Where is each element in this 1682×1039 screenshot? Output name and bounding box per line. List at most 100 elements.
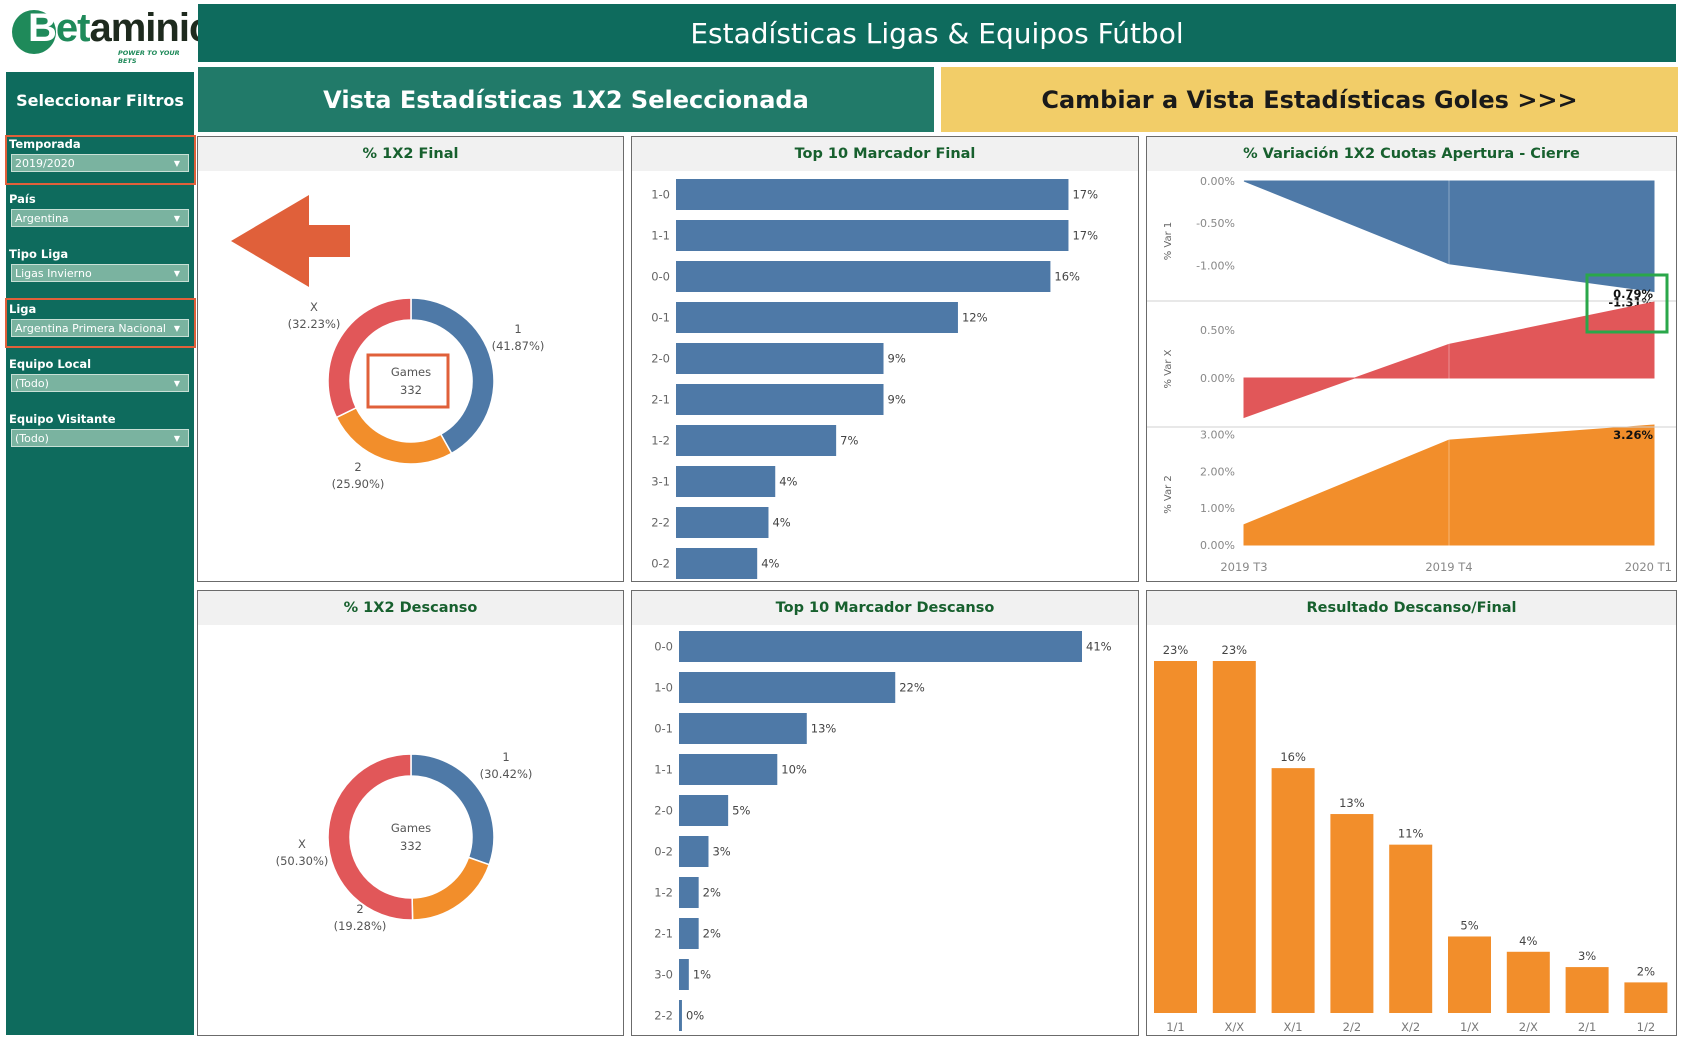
logo-wordmark: Betaminic: [28, 6, 211, 50]
bar-category-label: 1/1: [1166, 1020, 1185, 1034]
bar: [679, 959, 689, 990]
panel-top10-descanso: Top 10 Marcador Descanso 0-0 41% 1-0 22% 0-1…: [631, 590, 1139, 1036]
bar-value-label: 11%: [1398, 827, 1424, 841]
bar-value-label: 41%: [1086, 640, 1112, 654]
bar-value-label: 4%: [761, 557, 779, 571]
filter-equipo-local: Equipo Local (Todo) ▼: [6, 354, 194, 398]
bar-category-label: 1-0: [654, 681, 673, 695]
bar-category-label: 0-2: [651, 557, 670, 571]
y-axis-label: % Var 1: [1163, 222, 1174, 261]
bar: [676, 466, 776, 497]
chart-top10-descanso: 0-0 41% 1-0 22% 0-1 13% 1-1 10% 2-0 5% 0-2 3% 1-2 2% 2…: [654, 631, 1112, 1031]
bar: [676, 384, 884, 415]
bar-category-label: 2-1: [651, 393, 670, 407]
panel-title: % 1X2 Final: [198, 137, 623, 171]
panel-top10-final: Top 10 Marcador Final 1-0 17% 1-1 17% 0-0 16%…: [631, 136, 1139, 582]
bar: [1212, 661, 1256, 1013]
bar-category-label: 2-2: [651, 516, 670, 530]
bar-category-label: 1-1: [654, 763, 673, 777]
bar-value-label: 2%: [703, 927, 721, 941]
y-tick-label: -1.00%: [1196, 259, 1235, 272]
area-series: [1243, 301, 1655, 419]
bar-value-label: 17%: [1072, 229, 1098, 243]
bar-category-label: 3-1: [651, 475, 670, 489]
equipo-visitante-dropdown[interactable]: (Todo) ▼: [11, 429, 189, 447]
y-tick-label: 0.50%: [1200, 324, 1235, 337]
chevron-down-icon: ▼: [173, 159, 180, 168]
bar-value-label: 4%: [1519, 934, 1537, 948]
donut-slice: [411, 856, 491, 921]
bar-category-label: 1-1: [651, 229, 670, 243]
bar: [676, 425, 837, 456]
slice-label: 1: [502, 750, 509, 764]
donut-slice: [335, 406, 453, 465]
bar-value-label: 23%: [1222, 643, 1248, 657]
area-series: [1243, 424, 1655, 546]
bar-category-label: 1-0: [651, 188, 670, 202]
chart-top10-final: 1-0 17% 1-1 17% 0-0 16% 0-1 12% 2-0 9% 2-1 9% 1-2 7% 3…: [651, 179, 1098, 579]
switch-goles-view-button[interactable]: Cambiar a Vista Estadísticas Goles >>>: [941, 67, 1678, 132]
bar-value-label: 16%: [1054, 270, 1080, 284]
panel-1x2-descanso: % 1X2 Descanso 1 (30.42%) 2 (19.28%) X (50.30…: [197, 590, 624, 1036]
bar: [679, 754, 778, 785]
bar-category-label: 2-1: [654, 927, 673, 941]
bar: [679, 631, 1082, 662]
bar: [676, 220, 1069, 251]
liga-dropdown[interactable]: Argentina Primera Nacional ▼: [11, 319, 189, 337]
bar: [679, 877, 699, 908]
bar-category-label: 3-0: [654, 968, 673, 982]
bar-value-label: 3%: [712, 845, 730, 859]
chart-variacion: 0.00%-0.50%-1.00%% Var 1-1.31%0.50%0.00%…: [1147, 171, 1676, 574]
slice-value-label: (19.28%): [334, 919, 387, 933]
panel-title: % 1X2 Descanso: [198, 591, 623, 625]
panel-title: Top 10 Marcador Descanso: [632, 591, 1138, 625]
bar-value-label: 12%: [962, 311, 988, 325]
panel-resultado-descanso-final: Resultado Descanso/Final 23% 1/1 23% X/X 16%…: [1146, 590, 1677, 1036]
bar-category-label: 0-0: [654, 640, 673, 654]
slice-label: 1: [514, 322, 521, 336]
bar: [1565, 967, 1609, 1013]
chart-1x2-final: 1 (41.87%) 2 (25.90%) X (32.23%) Games 332: [231, 195, 545, 491]
bar-value-label: 13%: [1339, 796, 1365, 810]
bar: [1448, 936, 1491, 1013]
y-tick-label: 0.00%: [1200, 175, 1235, 188]
slice-label: X: [310, 300, 318, 314]
bar-value-label: 4%: [779, 475, 797, 489]
temporada-dropdown[interactable]: 2019/2020 ▼: [11, 154, 189, 172]
view-1x2-selected-button[interactable]: Vista Estadísticas 1X2 Seleccionada: [198, 67, 934, 132]
end-value-label: 0.79%: [1613, 287, 1653, 301]
filter-equipo-visitante: Equipo Visitante (Todo) ▼: [6, 409, 194, 453]
bar: [676, 343, 884, 374]
pais-dropdown[interactable]: Argentina ▼: [11, 209, 189, 227]
chevron-down-icon: ▼: [173, 214, 180, 223]
y-tick-label: 0.00%: [1200, 539, 1235, 552]
chevron-down-icon: ▼: [173, 434, 180, 443]
bar-value-label: 9%: [888, 352, 906, 366]
filters-title: Seleccionar Filtros: [16, 90, 184, 110]
slice-label: X: [298, 837, 306, 851]
end-value-label: 3.26%: [1613, 428, 1653, 442]
bar: [676, 179, 1069, 210]
slice-value-label: (41.87%): [492, 339, 545, 353]
bar: [1389, 844, 1433, 1013]
bar-category-label: 2-2: [654, 1009, 673, 1023]
dropdown-value: Argentina Primera Nacional: [15, 322, 166, 335]
equipo-local-dropdown[interactable]: (Todo) ▼: [11, 374, 189, 392]
panel-title: Resultado Descanso/Final: [1147, 591, 1676, 625]
betaminic-logo[interactable]: Betaminic POWER TO YOUR BETS: [6, 4, 211, 65]
filter-label: Temporada: [9, 137, 81, 151]
bar-value-label: 5%: [732, 804, 750, 818]
bar: [1271, 768, 1315, 1013]
dropdown-value: Ligas Invierno: [15, 267, 92, 280]
bar-value-label: 16%: [1280, 750, 1306, 764]
center-label: Games: [391, 365, 431, 379]
bar-value-label: 0%: [686, 1009, 704, 1023]
filter-label: Liga: [9, 302, 37, 316]
games-highlight-box: [366, 353, 450, 409]
chart-resultado-descanso-final: 23% 1/1 23% X/X 16% X/1 13% 2/2 11% X/2 5% 1/X 4% 2/X…: [1154, 643, 1668, 1034]
y-tick-label: 2.00%: [1200, 465, 1235, 478]
bar-value-label: 2%: [1637, 964, 1655, 978]
tipo-liga-dropdown[interactable]: Ligas Invierno ▼: [11, 264, 189, 282]
slice-label: 2: [356, 902, 363, 916]
dropdown-value: (Todo): [15, 377, 49, 390]
